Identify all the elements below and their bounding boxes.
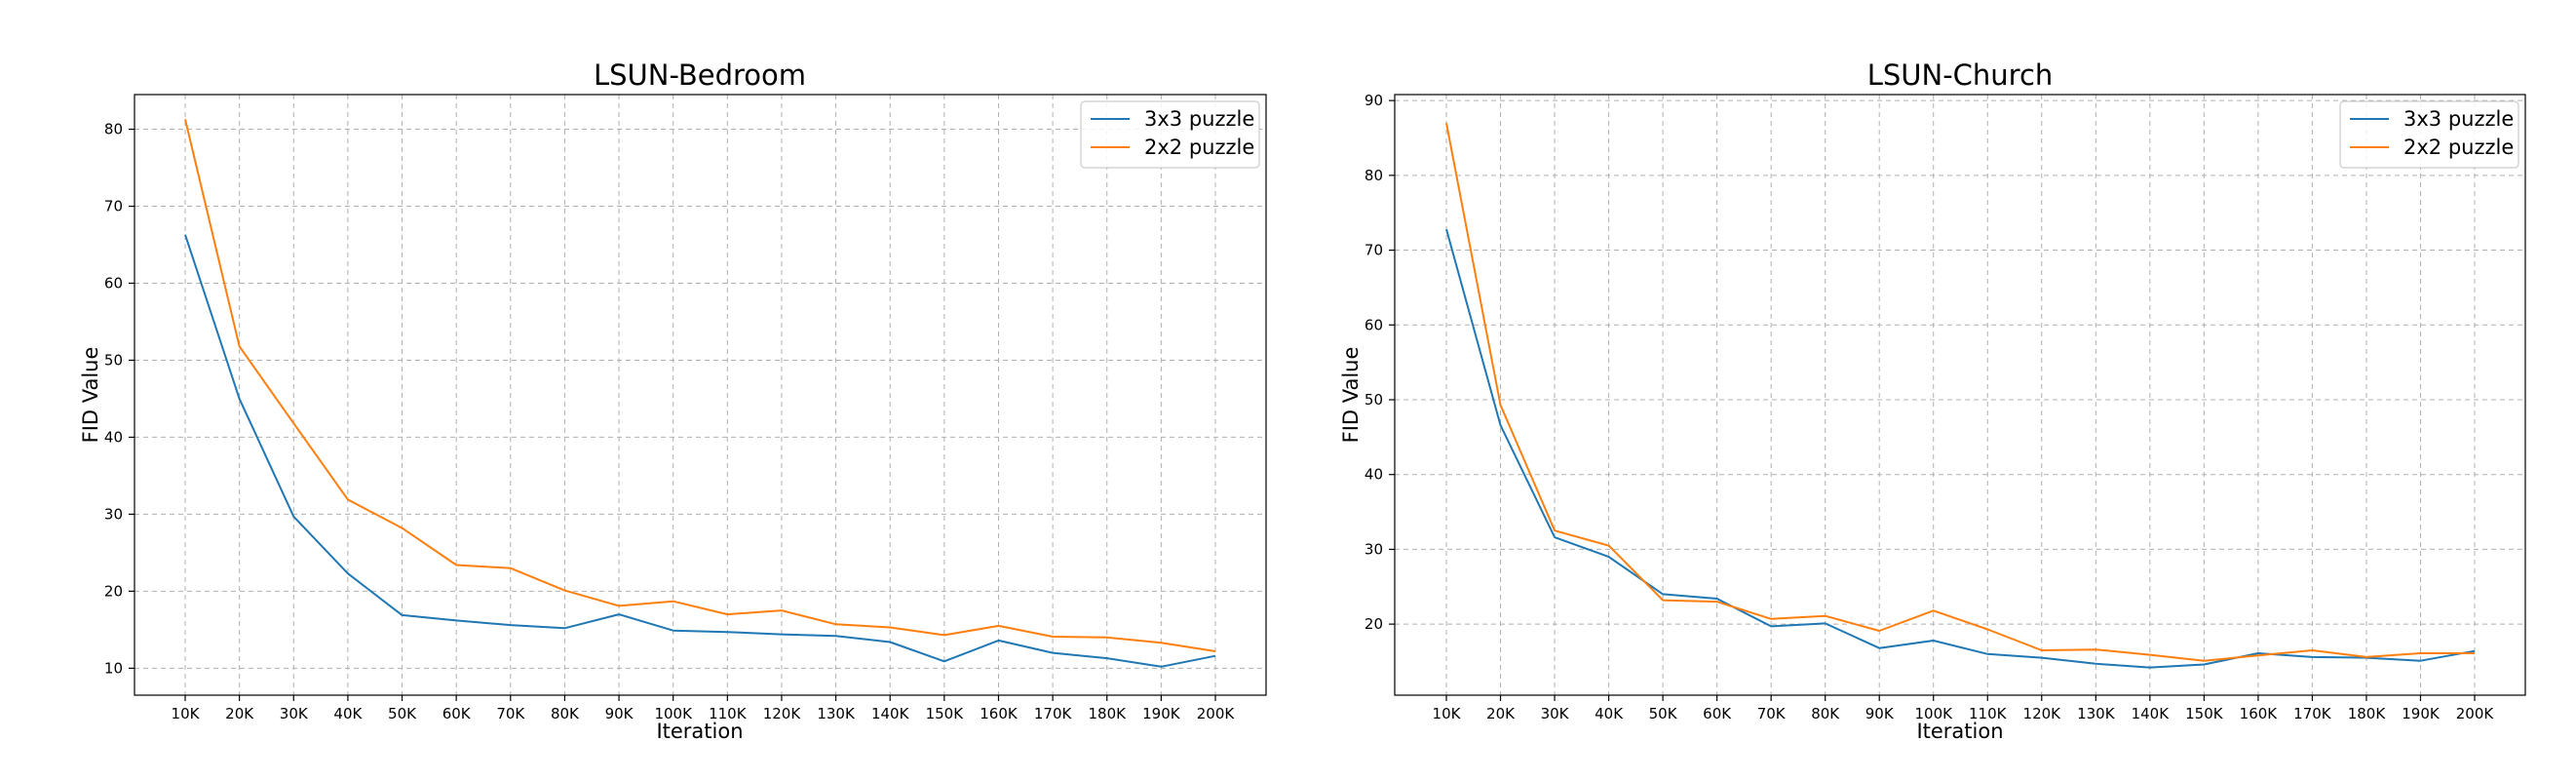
chart-panel-lsun-church: LSUN-Church 10K 20K 30K 40K 50K 60K 70K 80K 90K 1… — [1339, 58, 2526, 743]
x-tick-label: 130K — [817, 705, 856, 722]
y-tick-label: 60 — [104, 274, 123, 292]
plot-frame — [134, 94, 1267, 696]
x-tick-label: 130K — [2077, 705, 2116, 722]
x-tick-label: 80K — [551, 705, 580, 722]
x-tick-label: 30K — [1541, 705, 1570, 722]
grid — [135, 95, 1266, 695]
y-axis-label: FID Value — [79, 347, 102, 444]
x-tick-label: 200K — [1197, 705, 1236, 722]
x-tick-label: 200K — [2456, 705, 2495, 722]
y-tick-label: 70 — [104, 198, 123, 215]
chart-panel-lsun-bedroom: LSUN-Bedroom 10K 20K 30K 40K 50K 60K 70K 80K 90K… — [79, 58, 1267, 743]
x-tick-label: 170K — [2293, 705, 2332, 722]
legend-label-2x2: 2x2 puzzle — [2403, 136, 2514, 159]
legend: 3x3 puzzle 2x2 puzzle — [2339, 100, 2519, 169]
x-tick-label: 160K — [980, 705, 1019, 722]
y-tick-label: 60 — [1365, 316, 1383, 333]
x-tick-label: 110K — [1969, 705, 2008, 722]
series-lines — [1445, 123, 2476, 669]
axis-ticks: 10K 20K 30K 40K 50K 60K 70K 80K 90K 100K 110K 120K 1… — [104, 121, 1235, 722]
y-tick-label: 20 — [104, 582, 123, 600]
y-tick-label: 50 — [1365, 391, 1383, 409]
x-tick-label: 70K — [1757, 705, 1787, 722]
x-tick-label: 90K — [605, 705, 634, 722]
x-tick-label: 180K — [1089, 705, 1128, 722]
y-tick-label: 80 — [104, 121, 123, 138]
legend-label-3x3: 3x3 puzzle — [1144, 107, 1254, 131]
x-tick-label: 190K — [2402, 705, 2441, 722]
series-line-3x3-puzzle — [184, 234, 1216, 668]
x-tick-label: 40K — [1595, 705, 1624, 722]
y-tick-label: 20 — [1365, 615, 1383, 633]
x-tick-label: 150K — [2185, 705, 2224, 722]
x-tick-label: 50K — [388, 705, 417, 722]
series-line-2x2-puzzle — [184, 119, 1216, 652]
y-tick-label: 40 — [104, 428, 123, 446]
grid — [1395, 95, 2525, 695]
y-tick-label: 90 — [1365, 92, 1383, 109]
y-tick-label: 80 — [1365, 167, 1383, 184]
x-tick-label: 150K — [926, 705, 965, 722]
x-tick-label: 90K — [1865, 705, 1895, 722]
x-tick-label: 60K — [1703, 705, 1732, 722]
legend-label-2x2: 2x2 puzzle — [1144, 136, 1254, 159]
y-tick-label: 10 — [104, 659, 123, 677]
y-tick-label: 40 — [1365, 466, 1383, 484]
chart-title: LSUN-Bedroom — [594, 58, 806, 92]
series-lines — [184, 119, 1216, 668]
x-tick-label: 100K — [1915, 705, 1954, 722]
x-tick-label: 160K — [2240, 705, 2279, 722]
x-tick-label: 100K — [654, 705, 693, 722]
x-tick-label: 30K — [280, 705, 309, 722]
x-axis-label: Iteration — [1916, 720, 2003, 743]
series-line-2x2-puzzle — [1445, 123, 2475, 662]
plot-frame — [1394, 94, 2526, 696]
x-tick-label: 120K — [2023, 705, 2062, 722]
x-tick-label: 120K — [763, 705, 802, 722]
x-tick-label: 10K — [172, 705, 201, 722]
x-tick-label: 20K — [225, 705, 254, 722]
legend: 3x3 puzzle 2x2 puzzle — [1080, 100, 1260, 169]
x-tick-label: 60K — [442, 705, 472, 722]
x-tick-label: 70K — [496, 705, 525, 722]
x-tick-label: 20K — [1486, 705, 1516, 722]
x-tick-label: 80K — [1811, 705, 1840, 722]
y-tick-label: 30 — [104, 505, 123, 523]
x-tick-label: 110K — [709, 705, 748, 722]
x-tick-label: 10K — [1433, 705, 1462, 722]
y-tick-label: 30 — [1365, 540, 1383, 558]
y-tick-label: 70 — [1365, 242, 1383, 259]
x-tick-label: 140K — [871, 705, 910, 722]
x-tick-label: 50K — [1649, 705, 1678, 722]
x-tick-label: 170K — [1034, 705, 1073, 722]
x-axis-label: Iteration — [656, 720, 743, 743]
y-axis-label: FID Value — [1339, 347, 1363, 444]
legend-label-3x3: 3x3 puzzle — [2403, 107, 2514, 131]
y-tick-label: 50 — [104, 351, 123, 369]
x-tick-label: 140K — [2132, 705, 2171, 722]
x-tick-label: 40K — [333, 705, 363, 722]
chart-title: LSUN-Church — [1867, 58, 2054, 92]
axis-ticks: 10K 20K 30K 40K 50K 60K 70K 80K 90K 100K 110K 120K 1… — [1365, 92, 2494, 722]
series-line-3x3-puzzle — [1445, 228, 2476, 669]
x-tick-label: 190K — [1142, 705, 1181, 722]
x-tick-label: 180K — [2348, 705, 2387, 722]
